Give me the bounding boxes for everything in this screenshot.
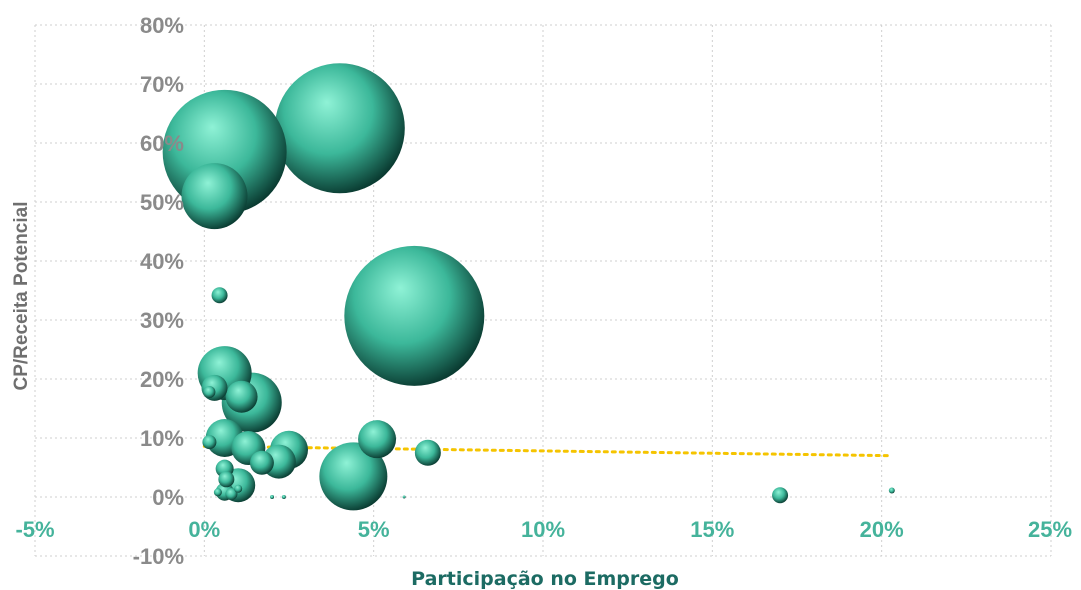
x-tick-label: 5%	[358, 517, 390, 542]
x-tick-label: 25%	[1028, 517, 1072, 542]
bubble-point	[358, 420, 397, 459]
bubble-point	[319, 442, 388, 511]
y-tick-label: 30%	[140, 308, 184, 333]
bubble-point	[225, 488, 238, 501]
bubble-point	[344, 245, 485, 386]
bubble-point	[249, 450, 274, 475]
x-tick-label: 0%	[188, 517, 220, 542]
y-tick-label: 10%	[140, 426, 184, 451]
bubble-point	[772, 487, 789, 504]
y-tick-label: 20%	[140, 367, 184, 392]
x-tick-label: 10%	[521, 517, 565, 542]
bubble-point	[274, 63, 405, 194]
x-tick-label: 20%	[860, 517, 904, 542]
x-axis-label: Participação no Emprego	[411, 568, 679, 590]
bubble-point	[181, 163, 248, 230]
bubble-point	[211, 287, 228, 304]
bubbles-layer	[162, 63, 895, 511]
y-tick-label: -10%	[133, 544, 184, 569]
y-axis-ticks: -10% 0% 10% 20% 30% 40% 50% 60% 70% 80%	[133, 13, 184, 569]
y-axis-label: CP/Receita Potencial	[11, 201, 32, 390]
x-axis-ticks: -5% 0% 5% 10% 15% 20% 25%	[15, 517, 1072, 542]
bubble-point	[402, 495, 406, 499]
bubble-point	[281, 495, 286, 499]
y-tick-label: 40%	[140, 249, 184, 274]
bubble-point	[225, 380, 258, 413]
bubble-point	[202, 435, 217, 450]
bubble-point	[213, 488, 222, 497]
bubble-point	[414, 439, 441, 466]
y-tick-label: 60%	[140, 131, 184, 156]
y-tick-label: 70%	[140, 72, 184, 97]
grid-lines	[34, 24, 1052, 557]
x-tick-label: -5%	[15, 517, 54, 542]
bubble-point	[234, 484, 243, 493]
trendline	[202, 444, 894, 458]
y-tick-label: 80%	[140, 13, 184, 38]
bubble-point	[270, 495, 275, 499]
y-tick-label: 0%	[152, 485, 184, 510]
bubble-point	[203, 385, 216, 398]
trendline-layer	[202, 444, 894, 458]
y-tick-label: 50%	[140, 190, 184, 215]
bubble-point	[888, 487, 895, 494]
x-tick-label: 15%	[690, 517, 734, 542]
bubble-point	[218, 471, 235, 488]
